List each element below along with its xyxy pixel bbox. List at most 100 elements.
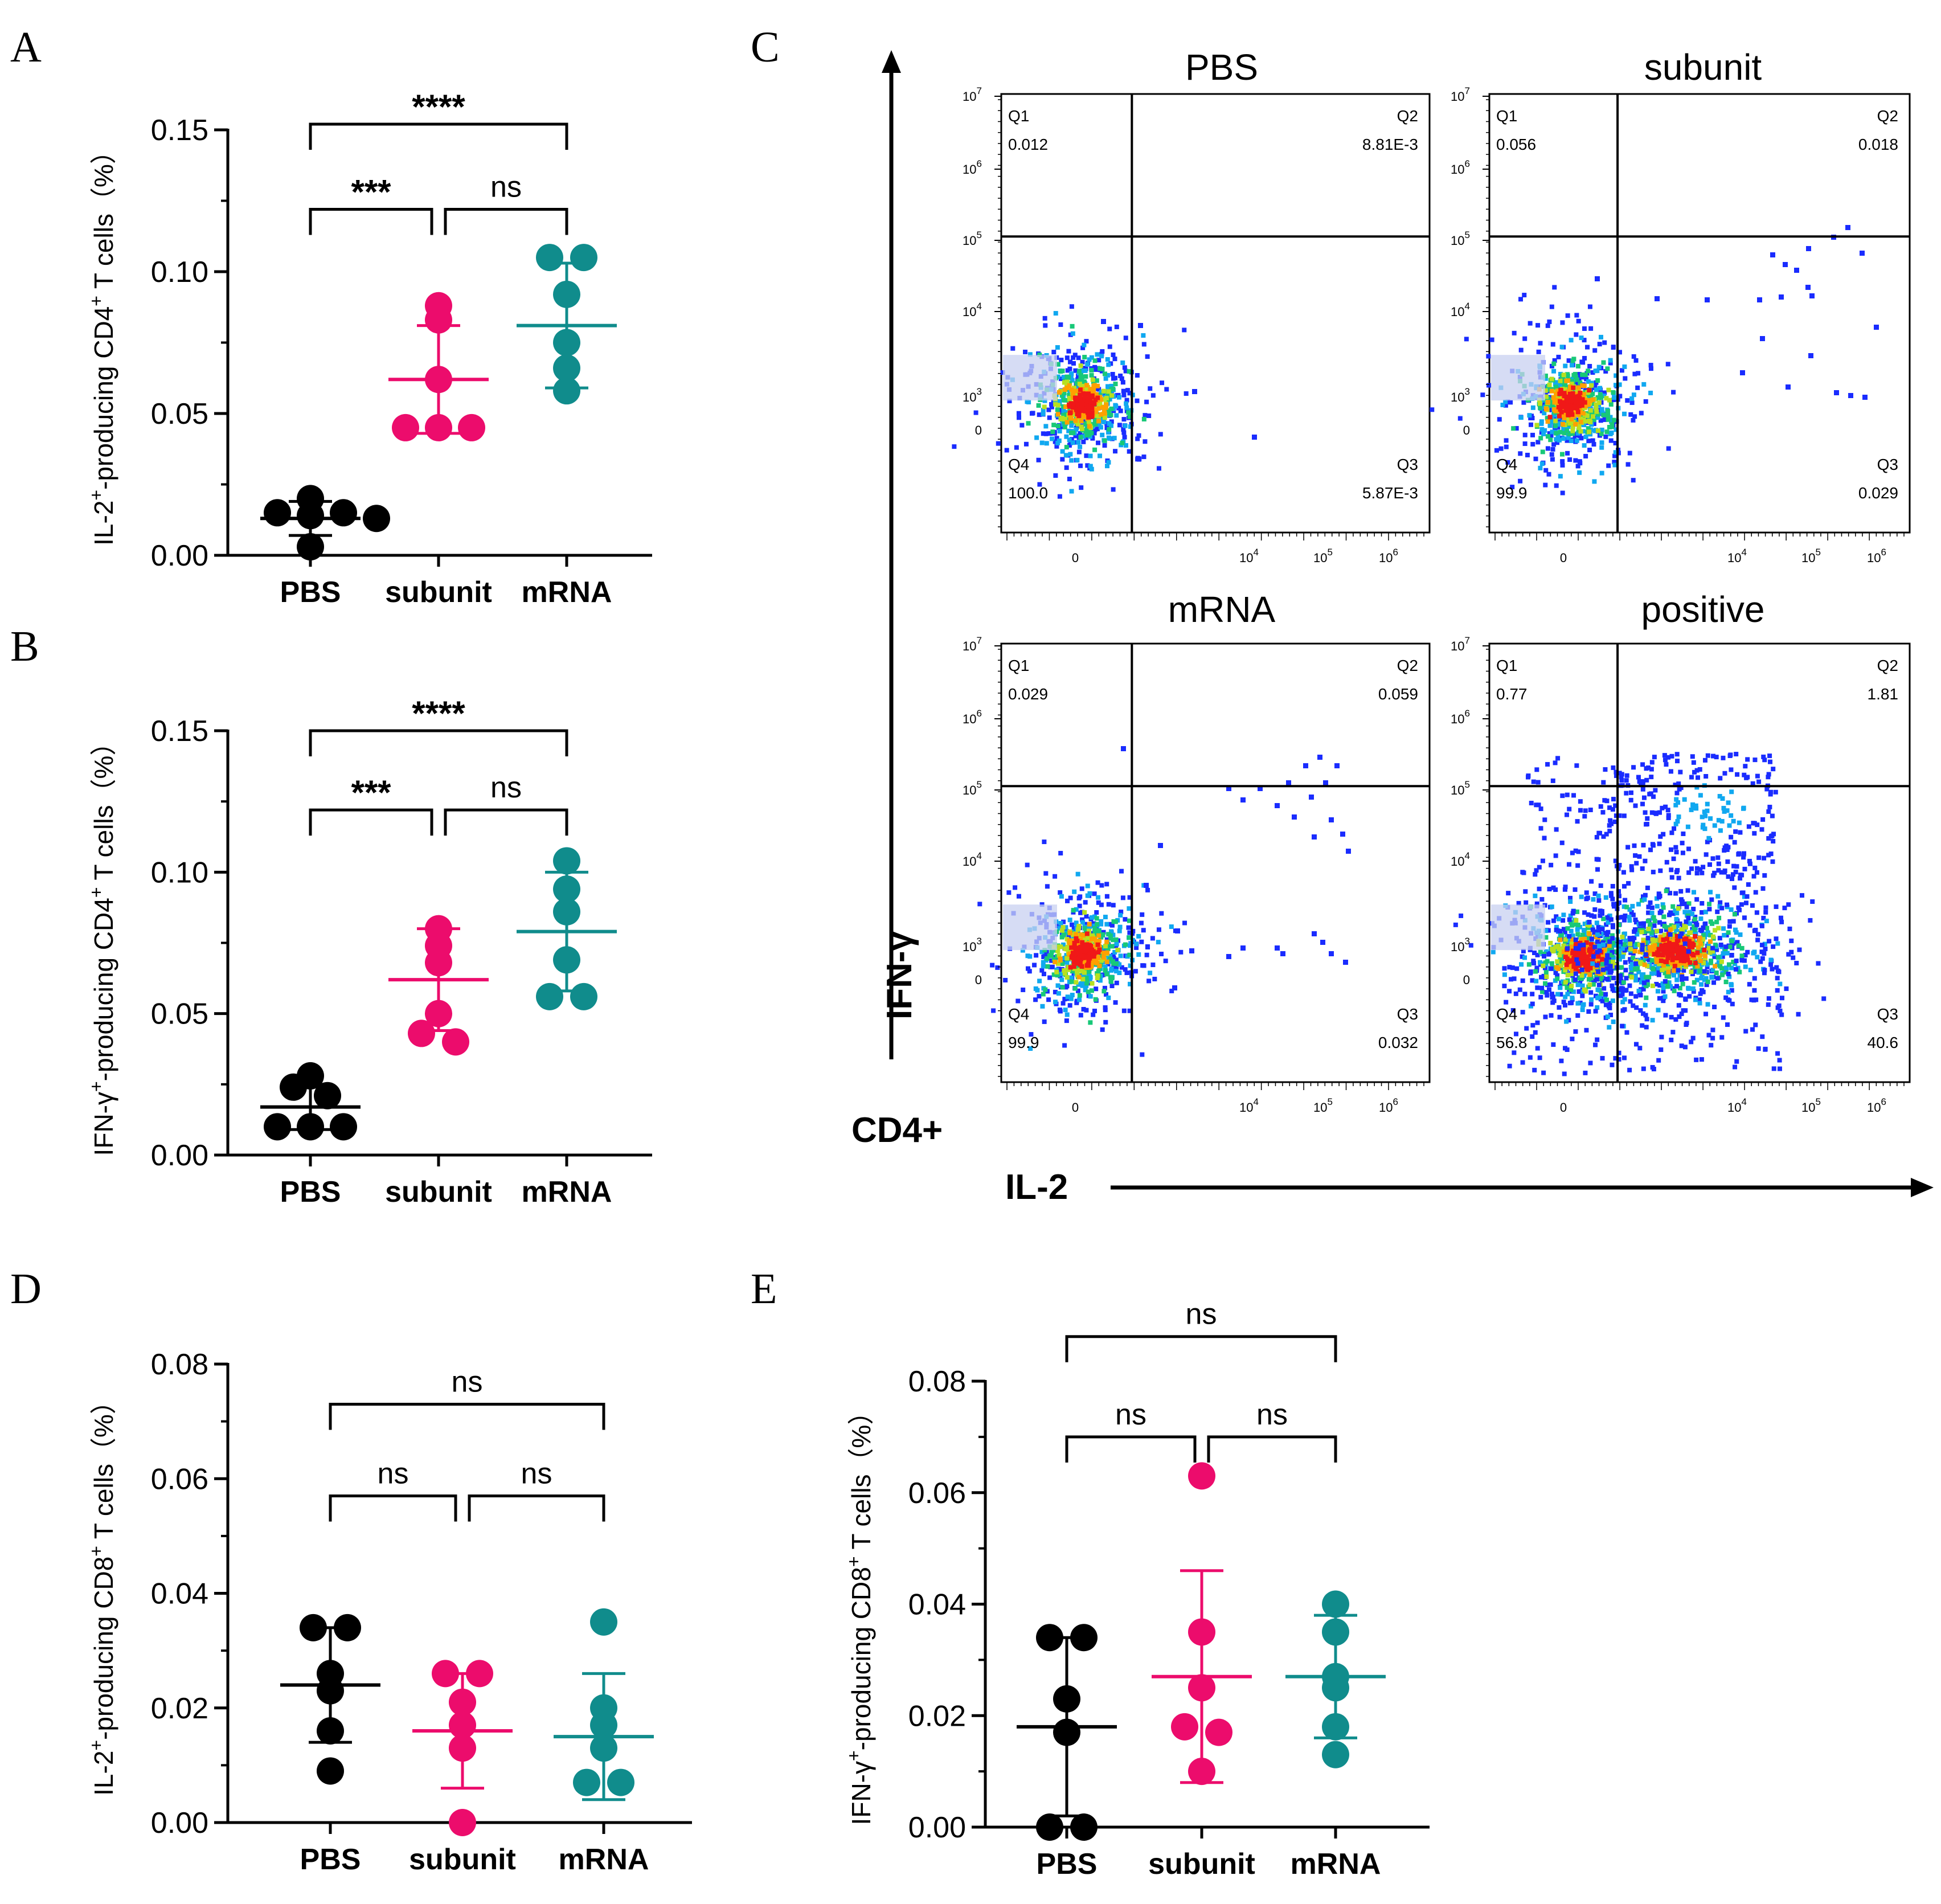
flow-event-dot <box>1076 895 1082 900</box>
flow-event-dot <box>1627 918 1632 923</box>
flow-event-dot <box>1039 949 1045 955</box>
flow-event-dot <box>1520 1010 1525 1015</box>
flow-event-dot <box>1594 409 1599 414</box>
flow-event-dot <box>1112 949 1117 955</box>
flow-event-dot <box>1076 924 1082 929</box>
flow-event-dot <box>1619 965 1624 970</box>
flow-event-dot <box>1808 918 1813 923</box>
flow-event-dot <box>1595 276 1600 281</box>
flow-event-dot <box>1078 463 1083 468</box>
flow-event-dot <box>1123 967 1128 972</box>
flow-event-dot <box>1547 415 1553 420</box>
flow-event-dot <box>1596 930 1602 935</box>
tick-exponent: 4 <box>1254 547 1259 558</box>
flow-event-dot <box>1568 899 1573 904</box>
flow-event-dot <box>1591 414 1596 419</box>
flow-event-dot <box>1104 922 1109 927</box>
flow-event-dot <box>1059 977 1064 982</box>
flow-event-dot <box>1757 297 1762 302</box>
flow-event-dot <box>1590 391 1595 396</box>
flow-event-dot <box>1571 385 1576 390</box>
category-label-mRNA: mRNA <box>522 1176 612 1209</box>
flow-event-dot <box>1566 435 1571 440</box>
flow-event-dot <box>1113 1000 1118 1005</box>
flow-event-dot <box>1522 432 1528 437</box>
flow-event-dot <box>1079 485 1084 490</box>
flow-event-dot <box>1060 457 1065 462</box>
flow-event-dot <box>1573 403 1578 408</box>
flow-event-dot <box>1649 958 1655 963</box>
quadrant-label: 100.0 <box>1008 484 1048 502</box>
flow-event-dot <box>1086 972 1091 977</box>
flow-event-dot <box>1551 412 1557 417</box>
flow-event-dot <box>1586 379 1591 384</box>
flow-event-dot <box>1522 336 1528 341</box>
flow-event-dot <box>1628 412 1633 417</box>
flow-event-dot <box>1727 919 1733 924</box>
flow-event-dot <box>1555 434 1561 439</box>
flow-event-dot <box>1091 1012 1096 1017</box>
flow-event-dot <box>1716 861 1721 866</box>
flow-event-dot <box>1717 915 1722 920</box>
flow-event-dot <box>1565 428 1570 433</box>
flow-event-dot <box>1587 304 1592 309</box>
flow-event-dot <box>1092 1009 1098 1014</box>
flow-event-dot <box>1535 440 1541 445</box>
flow-event-dot <box>1077 968 1082 973</box>
flow-event-dot <box>1762 951 1767 956</box>
flow-event-dot <box>1748 968 1753 973</box>
flow-event-dot <box>1087 924 1092 930</box>
flow-event-dot <box>1541 431 1546 436</box>
flow-event-dot <box>1786 902 1791 907</box>
flow-event-dot <box>1503 403 1508 408</box>
flow-event-dot <box>1050 429 1055 435</box>
flow-event-dot <box>1114 980 1119 985</box>
quadrant-label: 5.87E-3 <box>1362 484 1418 502</box>
flow-event-dot <box>977 902 982 907</box>
flow-event-dot <box>1661 905 1666 910</box>
flow-event-dot <box>1551 395 1556 400</box>
flow-event-dot <box>1114 965 1119 970</box>
flow-event-dot <box>1099 883 1104 888</box>
flow-y-tick-label: 104 <box>1451 301 1470 319</box>
flow-event-dot <box>1063 946 1068 951</box>
flow-event-dot <box>1588 990 1594 995</box>
flow-event-dot <box>1103 376 1108 381</box>
flow-event-dot <box>1078 435 1083 440</box>
flow-event-dot <box>1611 976 1616 981</box>
flow-event-dot <box>1016 411 1021 416</box>
flow-event-dot <box>1540 403 1545 408</box>
category-label-PBS: PBS <box>1037 1848 1098 1881</box>
flow-event-dot <box>1090 436 1095 441</box>
flow-event-dot <box>1061 412 1066 417</box>
tick-exponent: 4 <box>977 301 982 312</box>
flow-event-dot <box>1090 410 1095 415</box>
flow-event-dot <box>1578 461 1583 466</box>
flow-event-dot <box>1603 368 1608 374</box>
flow-event-dot <box>1571 372 1576 378</box>
flow-event-dot <box>1563 994 1568 1000</box>
PBS-data-point <box>314 1082 341 1109</box>
flow-event-dot <box>1606 970 1611 975</box>
flow-event-dot <box>1585 956 1590 961</box>
flow-event-dot <box>1775 941 1780 946</box>
flow-event-dot <box>1608 438 1614 443</box>
flow-event-dot <box>1821 996 1827 1001</box>
flow-event-dot <box>1655 904 1660 909</box>
y-tick-label: 0.00 <box>151 1807 208 1840</box>
quadrant-label: Q1 <box>1008 657 1029 674</box>
y-axis-title-part: IL-2 <box>89 501 118 546</box>
flow-event-dot <box>1094 410 1099 415</box>
flow-event-dot <box>1073 440 1078 445</box>
flow-event-dot <box>1108 936 1113 941</box>
flow-event-dot <box>1082 408 1087 413</box>
flow-event-dot <box>1158 843 1163 848</box>
flow-event-dot <box>1062 971 1067 976</box>
flow-event-dot <box>1109 406 1114 411</box>
flow-event-dot <box>1021 987 1026 992</box>
flow-event-dot <box>1317 755 1322 760</box>
flow-event-dot <box>1706 941 1711 947</box>
quadrant-label: 99.9 <box>1008 1034 1039 1051</box>
flow-event-dot <box>1067 918 1072 923</box>
